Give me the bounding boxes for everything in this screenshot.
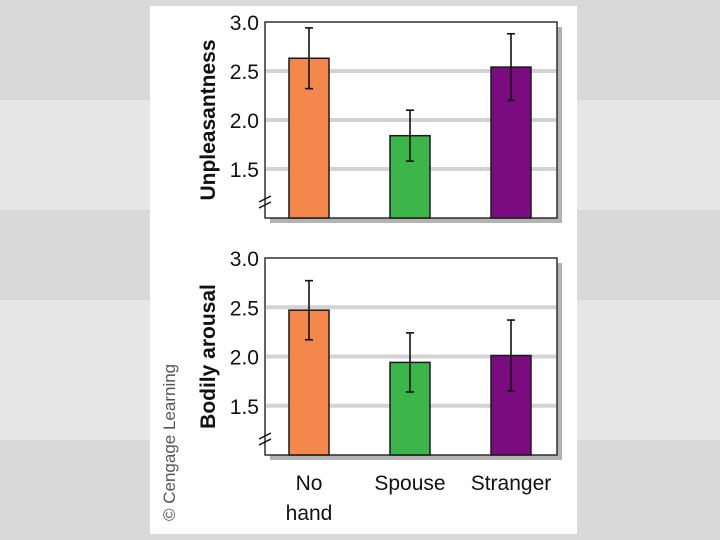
y-tick-label: 3.0 bbox=[230, 248, 259, 271]
y-tick-label: 1.5 bbox=[230, 396, 259, 419]
copyright-text: © Cengage Learning bbox=[160, 364, 179, 521]
chart-panel-1: 3.0 2.5 2.0 1.5 Unpleasantness bbox=[197, 12, 562, 223]
axis-break-mark bbox=[258, 438, 272, 446]
axis-break-mark bbox=[258, 201, 272, 209]
y-axis-label: Bodily arousal bbox=[197, 284, 220, 429]
x-tick-label: Spouse bbox=[374, 472, 445, 495]
x-tick-label: Stranger bbox=[471, 472, 552, 495]
y-tick-label: 2.0 bbox=[230, 347, 259, 370]
y-tick-label: 2.0 bbox=[230, 110, 259, 133]
bar-no-hand bbox=[288, 57, 330, 219]
axis-break-mark bbox=[258, 432, 272, 440]
y-tick-label: 1.5 bbox=[230, 159, 259, 182]
x-tick-label: No bbox=[296, 472, 323, 495]
x-tick-label: hand bbox=[286, 502, 333, 525]
chart-panel-2: 3.0 2.5 2.0 1.5 Bodily arousal bbox=[197, 248, 562, 460]
axis-break-mark bbox=[258, 195, 272, 203]
y-tick-label: 2.5 bbox=[230, 297, 259, 320]
y-tick-label: 3.0 bbox=[230, 12, 259, 35]
y-tick-label: 2.5 bbox=[230, 61, 259, 84]
y-axis-label: Unpleasantness bbox=[197, 39, 220, 200]
